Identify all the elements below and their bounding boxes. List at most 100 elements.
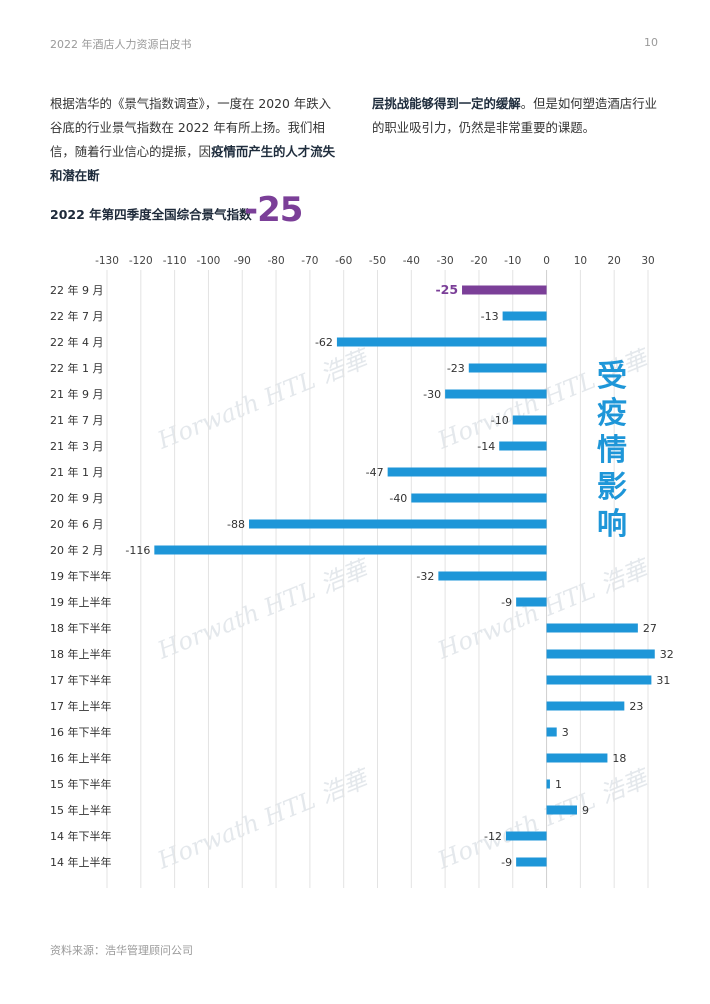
x-tick-label: -50: [369, 255, 386, 267]
bar: [336, 337, 547, 347]
data-label: -23: [447, 362, 465, 375]
x-tick-label: -120: [129, 255, 153, 267]
data-label: -88: [227, 518, 245, 531]
data-label: 23: [629, 700, 643, 713]
impact-char: 响: [597, 507, 627, 542]
bar: [546, 701, 625, 711]
data-label: 31: [656, 674, 670, 687]
x-tick-label: -30: [437, 255, 454, 267]
bar: [387, 467, 547, 477]
source-note: 资料来源：浩华管理顾问公司: [50, 944, 193, 957]
data-label: -30: [423, 388, 441, 401]
bar: [438, 571, 547, 581]
data-label: -10: [491, 414, 509, 427]
bar: [462, 285, 547, 295]
x-tick-label: -40: [403, 255, 420, 267]
category-label: 14 年上半年: [50, 855, 112, 869]
x-tick-label: -90: [234, 255, 251, 267]
bar: [411, 493, 547, 503]
data-label: 9: [582, 804, 589, 817]
data-label: -12: [484, 830, 502, 843]
data-label: 18: [612, 752, 626, 765]
x-tick-label: -110: [163, 255, 187, 267]
bar: [546, 779, 550, 789]
category-label: 22 年 9 月: [50, 283, 104, 297]
category-label: 22 年 4 月: [50, 335, 104, 349]
chart-heading: 2022 年第四季度全国综合景气指数: [50, 207, 252, 222]
category-label: 14 年下半年: [50, 829, 112, 843]
chart-headline-value: -25: [244, 190, 303, 230]
data-label: -32: [416, 570, 434, 583]
category-label: 20 年 2 月: [50, 543, 104, 557]
data-label: -47: [366, 466, 384, 479]
bar: [445, 389, 547, 399]
bar: [499, 441, 547, 451]
intro-text: 。但是如何塑造酒店行业的职业吸引力，仍然是非常重要的课题。: [372, 96, 657, 135]
intro-paragraph-left: 根据浩华的《景气指数调查》，一度在 2020 年跌入谷底的行业景气指数在 202…: [50, 92, 340, 188]
bar: [512, 415, 547, 425]
category-label: 19 年上半年: [50, 595, 112, 609]
x-tick-label: -20: [470, 255, 487, 267]
data-label: -25: [435, 282, 458, 297]
category-label: 15 年上半年: [50, 803, 112, 817]
bar: [546, 805, 577, 815]
intro-emphasis: 层挑战能够得到一定的缓解: [372, 96, 521, 111]
intro-text: 根据浩华的《景气指数调查》，一度在 2020 年跌入谷底的行业景气指数在 202…: [50, 96, 332, 159]
category-label: 21 年 9 月: [50, 387, 104, 401]
category-label: 19 年下半年: [50, 569, 112, 583]
bar: [546, 727, 557, 737]
category-label: 17 年上半年: [50, 699, 112, 713]
category-label: 16 年下半年: [50, 725, 112, 739]
x-tick-label: 0: [543, 255, 550, 267]
x-tick-label: -60: [335, 255, 352, 267]
x-tick-label: -70: [301, 255, 318, 267]
category-label: 15 年下半年: [50, 777, 112, 791]
data-label: 1: [555, 778, 562, 791]
category-label: 22 年 1 月: [50, 361, 104, 375]
bar: [516, 597, 547, 607]
index-bar-chart: -130 -120 -110 -100 -90 -80 -70 -60 -50 -40 -30 -20…: [50, 255, 674, 888]
intro-paragraph-right: 层挑战能够得到一定的缓解。但是如何塑造酒店行业的职业吸引力，仍然是非常重要的课题…: [372, 92, 668, 140]
category-label: 20 年 9 月: [50, 491, 104, 505]
data-label: -9: [501, 856, 512, 869]
data-label: -9: [501, 596, 512, 609]
x-tick-label: 10: [574, 255, 587, 267]
data-label: -62: [315, 336, 333, 349]
category-label: 21 年 3 月: [50, 439, 104, 453]
category-label: 20 年 6 月: [50, 517, 104, 531]
impact-label: 受 疫 情 影 响: [594, 358, 630, 543]
impact-char: 疫: [597, 396, 627, 431]
x-tick-label: -10: [504, 255, 521, 267]
bar: [502, 311, 547, 321]
bar: [546, 649, 655, 659]
impact-char: 情: [597, 433, 627, 468]
intro-emphasis: 疫情而产生的人才流失和潜在断: [50, 144, 335, 183]
data-label: -116: [125, 544, 150, 557]
category-label: 21 年 1 月: [50, 465, 104, 479]
data-label: 32: [660, 648, 674, 661]
category-label: 16 年上半年: [50, 751, 112, 765]
x-tick-label: -130: [95, 255, 119, 267]
category-label: 18 年上半年: [50, 647, 112, 661]
data-label: -13: [481, 310, 499, 323]
category-label: 22 年 7 月: [50, 309, 104, 323]
bar: [546, 623, 638, 633]
bar: [546, 753, 608, 763]
category-label: 17 年下半年: [50, 673, 112, 687]
data-label: -14: [477, 440, 495, 453]
x-tick-label: 20: [608, 255, 621, 267]
impact-char: 影: [597, 470, 627, 505]
bar: [249, 519, 547, 529]
header-title: 2022 年酒店人力资源白皮书: [50, 38, 192, 51]
bar: [505, 831, 547, 841]
bar: [468, 363, 547, 373]
impact-char: 受: [597, 359, 627, 394]
data-label: -40: [389, 492, 407, 505]
data-label: 3: [562, 726, 569, 739]
page-number: 10: [644, 36, 658, 49]
x-tick-label: -100: [197, 255, 221, 267]
x-tick-label: 30: [641, 255, 654, 267]
category-label: 21 年 7 月: [50, 413, 104, 427]
bar: [154, 545, 547, 555]
x-tick-label: -80: [267, 255, 284, 267]
